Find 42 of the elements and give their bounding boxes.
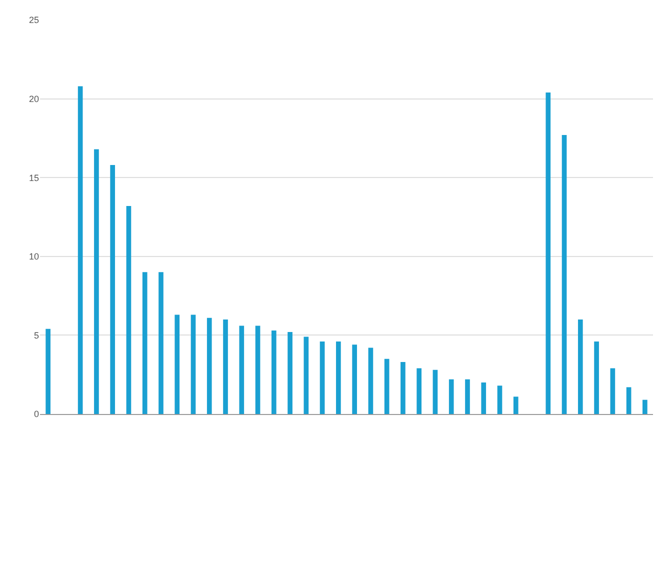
bar: [206, 318, 212, 414]
bar: [384, 358, 390, 414]
bar: [513, 396, 518, 414]
bar: [190, 314, 196, 414]
bar: [416, 368, 422, 414]
y-tick-label: 5: [34, 330, 39, 340]
bar: [368, 348, 374, 414]
bar: [610, 368, 616, 414]
bar: [497, 386, 502, 414]
bar: [223, 319, 228, 414]
bar: [158, 272, 164, 414]
y-tick-label: 20: [28, 94, 39, 104]
bar: [320, 342, 325, 414]
bar: [271, 330, 276, 414]
bar: [481, 382, 486, 414]
bar: [110, 164, 116, 414]
bar: [352, 344, 357, 414]
y-tick-label: 10: [28, 252, 39, 262]
bar: [546, 92, 551, 414]
bar: [432, 370, 438, 414]
y-tick-label: 25: [28, 15, 39, 26]
bar: [626, 387, 632, 414]
y-tick-label: 15: [28, 172, 39, 183]
bar: [562, 135, 567, 414]
bar: [594, 342, 599, 414]
bar: [465, 379, 470, 414]
bar: [94, 149, 99, 414]
bar: [288, 332, 292, 414]
bar: [142, 272, 148, 414]
bar: [304, 336, 309, 414]
bar: [448, 379, 454, 414]
bar: [46, 328, 50, 414]
bar: [174, 314, 180, 414]
bar: [400, 362, 406, 414]
bar: [336, 342, 341, 414]
bar: [239, 326, 244, 414]
bar: [642, 400, 648, 414]
bar: [78, 86, 83, 414]
bar: [578, 319, 583, 414]
bar: [255, 326, 260, 414]
y-tick-label: 0: [34, 409, 39, 420]
bar: [126, 206, 132, 414]
